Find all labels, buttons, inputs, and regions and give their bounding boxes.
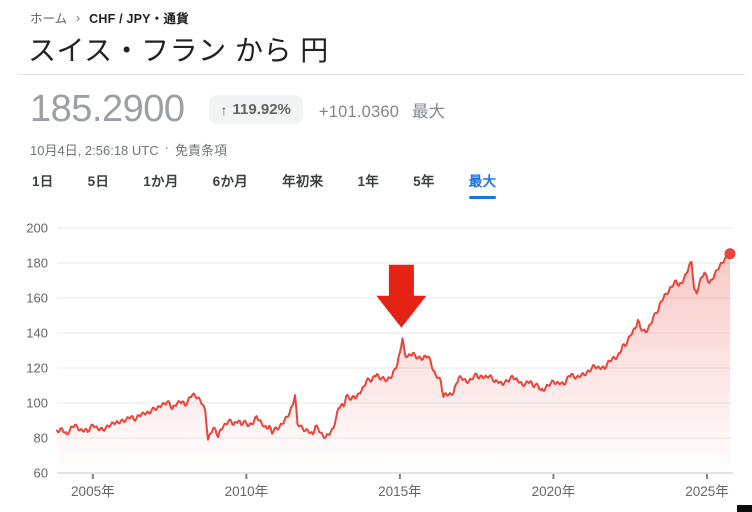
breadcrumb-home-link[interactable]: ホーム [30,12,68,26]
y-axis-label: 120 [26,361,48,376]
tab-range-2[interactable]: 1か月 [143,170,178,199]
area-fill [57,253,730,473]
current-price: 185.2900 [30,88,185,130]
tab-range-label: 最大 [468,174,497,189]
tab-range-0[interactable]: 1日 [32,170,54,199]
tab-range-1[interactable]: 5日 [88,170,110,199]
breadcrumb-current: CHF / JPY・通貨 [89,12,189,26]
y-axis-label: 200 [26,221,48,236]
page-title: スイス・フラン から 円 [28,35,329,66]
last-price-dot [724,248,736,260]
range-tabs: 1日 5日 1か月 6か月 年初来 1年 5年 最大 [32,170,497,199]
y-axis-label: 100 [26,396,48,411]
quote-header: 185.2900 ↑ 119.92% +101.0360 最大 [30,88,445,131]
tab-range-6[interactable]: 5年 [413,170,435,199]
tab-range-label: 5年 [413,174,435,189]
y-axis-label: 180 [26,256,48,271]
tab-range-label: 5日 [87,174,110,189]
tab-range-label: 1日 [32,174,54,189]
chevron-right-icon: › [76,10,81,25]
tab-range-label: 年初来 [282,174,324,189]
tab-range-4[interactable]: 年初来 [282,170,323,199]
tab-range-label: 1年 [357,174,380,189]
x-axis-label: 2025年 [685,484,729,499]
price-line [56,252,731,441]
tab-range-7[interactable]: 最大 [468,170,497,199]
change-period-label: 最大 [411,102,446,121]
y-axis-label: 60 [34,466,48,481]
x-axis-label: 2010年 [225,484,269,499]
y-axis-label: 80 [34,431,48,446]
quote-timestamp: 10月4日, 2:56:18 UTC [30,143,159,158]
breadcrumb: ホーム › CHF / JPY・通貨 [30,8,189,27]
y-axis-label: 140 [26,326,48,341]
quote-timestamp-row: 10月4日, 2:56:18 UTC · 免責条項 [30,140,227,159]
y-axis-label: 160 [26,291,48,306]
active-tab-underline [468,196,497,199]
x-axis-label: 2015年 [378,484,422,499]
corner-artifact [737,505,752,512]
percent-change-value: 119.92% [232,101,291,118]
absolute-change-value: +101.0360 [318,102,400,121]
tab-range-label: 1か月 [143,174,179,189]
percent-change-badge: ↑ 119.92% [208,95,303,124]
x-axis-label: 2005年 [71,484,115,499]
tab-range-label: 6か月 [212,174,249,189]
tab-range-3[interactable]: 6か月 [213,170,248,199]
dot-separator: · [164,140,169,155]
up-arrow-icon: ↑ [220,101,228,118]
x-axis-label: 2020年 [532,484,576,499]
annotation-arrow-down-icon [376,264,427,328]
disclaimer-link[interactable]: 免責条項 [174,143,227,158]
tab-range-5[interactable]: 1年 [357,170,379,199]
section-divider [18,74,745,75]
absolute-change: +101.0360 最大 [319,98,445,122]
